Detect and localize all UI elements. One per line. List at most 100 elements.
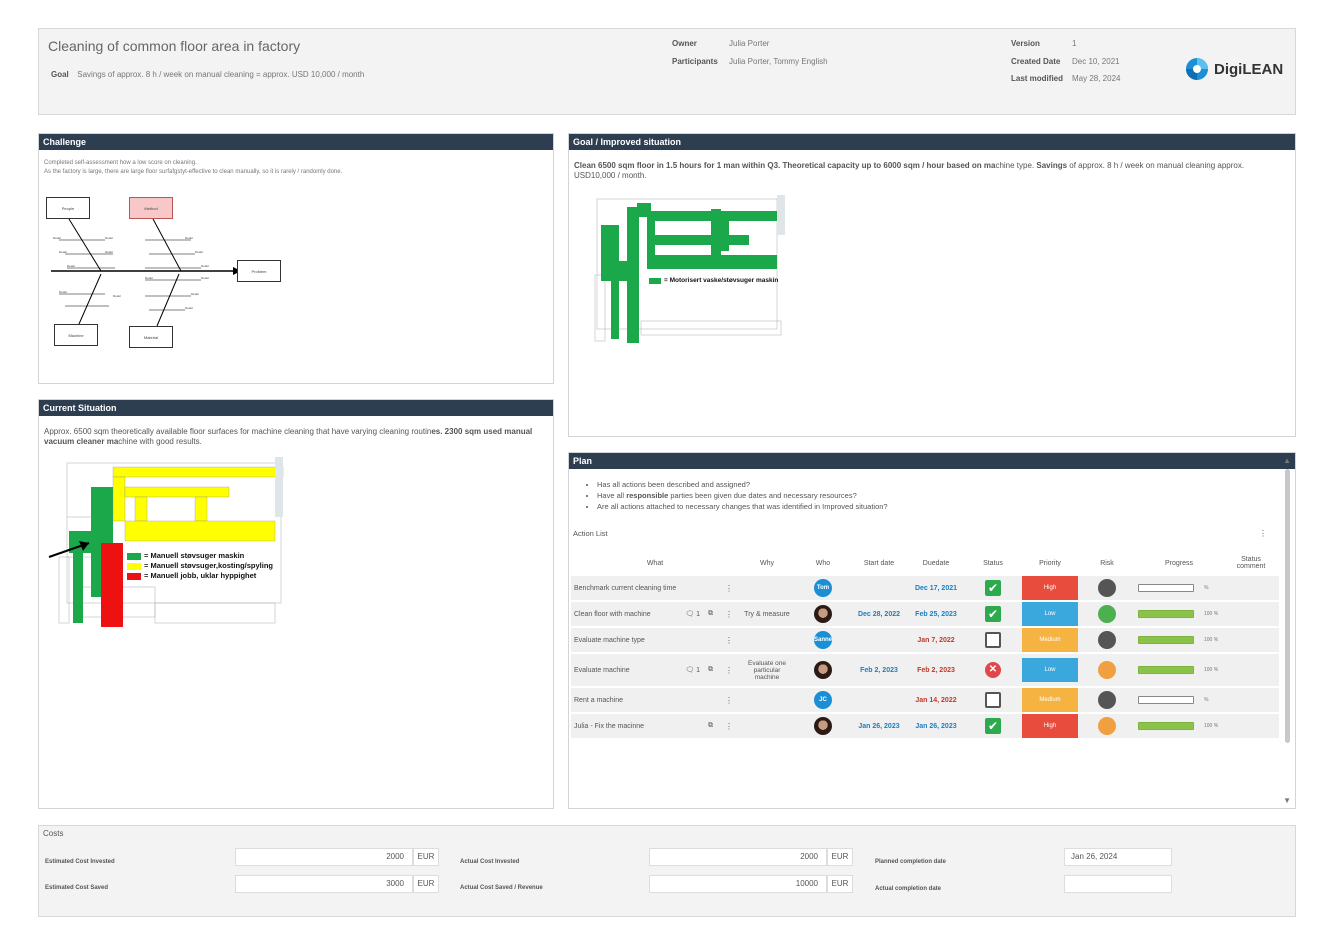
progress-bar[interactable]	[1138, 584, 1194, 592]
avatar[interactable]: Sanne	[814, 631, 832, 649]
status-done-icon[interactable]: ✔	[985, 606, 1001, 622]
action-comment-cell[interactable]	[1223, 627, 1279, 654]
action-why-cell[interactable]	[739, 713, 795, 740]
action-who-cell[interactable]: Sanne	[795, 627, 851, 654]
scroll-down-icon[interactable]: ▼	[1283, 796, 1291, 805]
action-due-cell[interactable]: Jan 26, 2023	[907, 713, 965, 740]
est-invested-input[interactable]: 2000	[235, 848, 413, 866]
action-what-cell[interactable]: Clean floor with machine 🗨 1 ⧉ ⋮	[571, 601, 739, 628]
action-risk-cell[interactable]	[1079, 713, 1135, 740]
action-progress-cell[interactable]: 100 %	[1135, 627, 1223, 654]
risk-indicator[interactable]	[1098, 579, 1116, 597]
action-row[interactable]: Benchmark current cleaning time ⋮ Tom Dec 1…	[571, 576, 1279, 602]
action-priority-cell[interactable]: Medium	[1021, 687, 1079, 714]
action-title[interactable]: Clean floor with machine	[574, 610, 651, 618]
action-progress-cell[interactable]: 100 %	[1135, 713, 1223, 740]
action-progress-cell[interactable]: %	[1135, 687, 1223, 714]
est-saved-input[interactable]: 3000	[235, 875, 413, 893]
action-who-cell[interactable]	[795, 653, 851, 688]
copy-icon[interactable]: ⧉	[708, 666, 713, 673]
row-menu-icon[interactable]: ⋮	[725, 635, 733, 645]
action-who-cell[interactable]: JC	[795, 687, 851, 714]
scroll-up-icon[interactable]: ▲	[1283, 456, 1291, 465]
action-due-cell[interactable]: Jan 7, 2022	[907, 627, 965, 654]
action-row[interactable]: Clean floor with machine 🗨 1 ⧉ ⋮ Try & measur…	[571, 601, 1279, 628]
risk-indicator[interactable]	[1098, 631, 1116, 649]
action-row[interactable]: Evaluate machine 🗨 1 ⧉ ⋮ Evaluate one particu…	[571, 653, 1279, 688]
action-title[interactable]: Rent a machine	[574, 696, 624, 704]
action-who-cell[interactable]	[795, 601, 851, 628]
avatar[interactable]: JC	[814, 691, 832, 709]
action-what-cell[interactable]: Evaluate machine 🗨 1 ⧉ ⋮	[571, 653, 739, 688]
action-priority-cell[interactable]: Medium	[1021, 627, 1079, 654]
action-comment-cell[interactable]	[1223, 687, 1279, 714]
action-comment-cell[interactable]	[1223, 713, 1279, 740]
action-title[interactable]: Evaluate machine type	[574, 636, 645, 644]
action-title[interactable]: Benchmark current cleaning time	[574, 584, 677, 592]
action-start-cell[interactable]	[851, 627, 907, 654]
action-priority-cell[interactable]: Low	[1021, 601, 1079, 628]
action-progress-cell[interactable]: %	[1135, 576, 1223, 602]
status-open-checkbox[interactable]	[985, 692, 1001, 708]
action-why-cell[interactable]: Try & measure	[739, 601, 795, 628]
planned-date-input[interactable]: Jan 26, 2024	[1064, 848, 1172, 866]
action-start-cell[interactable]	[851, 576, 907, 602]
progress-bar[interactable]	[1138, 636, 1194, 644]
priority-badge[interactable]: Low	[1022, 658, 1078, 682]
row-menu-icon[interactable]: ⋮	[725, 695, 733, 705]
risk-indicator[interactable]	[1098, 661, 1116, 679]
action-start-cell[interactable]	[851, 687, 907, 714]
action-row[interactable]: Rent a machine ⋮ JC Jan 14, 2022 Medium%	[571, 687, 1279, 714]
action-risk-cell[interactable]	[1079, 576, 1135, 602]
action-status-cell[interactable]: ✔	[965, 576, 1021, 602]
priority-badge[interactable]: Medium	[1022, 628, 1078, 652]
action-comment-cell[interactable]	[1223, 576, 1279, 602]
comment-icon[interactable]: 🗨	[685, 611, 695, 618]
column-header[interactable]: Duedate	[922, 559, 950, 567]
action-why-cell[interactable]	[739, 576, 795, 602]
column-header[interactable]: Priority	[1039, 559, 1061, 567]
avatar[interactable]	[814, 717, 832, 735]
action-risk-cell[interactable]	[1079, 601, 1135, 628]
action-due-cell[interactable]: Feb 2, 2023	[907, 653, 965, 688]
action-what-cell[interactable]: Julia - Fix the macinne ⧉ ⋮	[571, 713, 739, 740]
action-risk-cell[interactable]	[1079, 627, 1135, 654]
action-why-cell[interactable]	[739, 627, 795, 654]
action-due-cell[interactable]: Jan 14, 2022	[907, 687, 965, 714]
avatar[interactable]: Tom	[814, 579, 832, 597]
act-invested-input[interactable]: 2000	[649, 848, 827, 866]
action-title[interactable]: Julia - Fix the macinne	[574, 722, 645, 730]
action-due-cell[interactable]: Feb 25, 2023	[907, 601, 965, 628]
owner-value[interactable]: Julia Porter	[729, 39, 770, 48]
action-start-cell[interactable]: Jan 26, 2023	[851, 713, 907, 740]
priority-badge[interactable]: High	[1022, 714, 1078, 738]
avatar[interactable]	[814, 661, 832, 679]
risk-indicator[interactable]	[1098, 691, 1116, 709]
priority-badge[interactable]: Low	[1022, 602, 1078, 626]
action-risk-cell[interactable]	[1079, 653, 1135, 688]
action-who-cell[interactable]	[795, 713, 851, 740]
actual-date-input[interactable]	[1064, 875, 1172, 893]
avatar[interactable]	[814, 605, 832, 623]
action-what-cell[interactable]: Evaluate machine type ⋮	[571, 627, 739, 654]
column-header[interactable]: Status comment	[1236, 556, 1266, 570]
column-header[interactable]: Why	[760, 559, 774, 567]
column-header[interactable]: Risk	[1100, 559, 1114, 567]
action-status-cell[interactable]	[965, 687, 1021, 714]
action-status-cell[interactable]: ✕	[965, 653, 1021, 688]
column-header[interactable]: Progress	[1164, 559, 1193, 567]
action-title[interactable]: Evaluate machine	[574, 666, 630, 674]
risk-indicator[interactable]	[1098, 717, 1116, 735]
action-priority-cell[interactable]: High	[1021, 713, 1079, 740]
progress-bar[interactable]	[1138, 666, 1194, 674]
progress-bar[interactable]	[1138, 610, 1194, 618]
risk-indicator[interactable]	[1098, 605, 1116, 623]
action-progress-cell[interactable]: 100 %	[1135, 653, 1223, 688]
progress-bar[interactable]	[1138, 696, 1194, 704]
status-done-icon[interactable]: ✔	[985, 718, 1001, 734]
column-header[interactable]: Start date	[863, 559, 895, 567]
comment-icon[interactable]: 🗨	[685, 667, 695, 674]
priority-badge[interactable]: Medium	[1022, 688, 1078, 712]
row-menu-icon[interactable]: ⋮	[725, 665, 733, 675]
action-status-cell[interactable]	[965, 627, 1021, 654]
